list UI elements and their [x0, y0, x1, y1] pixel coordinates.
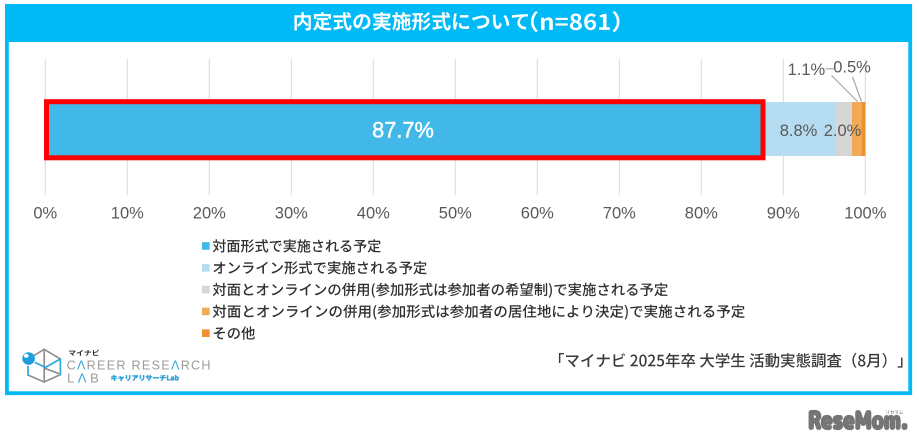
svg-text:50%: 50% — [439, 205, 472, 223]
svg-text:100%: 100% — [844, 205, 887, 223]
svg-text:20%: 20% — [193, 205, 226, 223]
svg-text:40%: 40% — [357, 205, 390, 223]
svg-text:30%: 30% — [275, 205, 308, 223]
svg-text:10%: 10% — [111, 205, 144, 223]
svg-text:0.5%: 0.5% — [833, 59, 871, 77]
svg-text:80%: 80% — [685, 205, 718, 223]
svg-text:LΛB: LΛB — [67, 371, 102, 386]
svg-text:0%: 0% — [33, 205, 57, 223]
svg-text:1.1%: 1.1% — [788, 61, 826, 79]
svg-text:CΛREER RESEΛRCH: CΛREER RESEΛRCH — [67, 358, 212, 372]
svg-text:60%: 60% — [521, 205, 554, 223]
svg-text:90%: 90% — [767, 205, 800, 223]
svg-text:70%: 70% — [603, 205, 636, 223]
svg-text:87.7%: 87.7% — [372, 117, 434, 142]
svg-text:8.8%: 8.8% — [780, 122, 818, 140]
svg-text:2.0%: 2.0% — [824, 122, 862, 140]
